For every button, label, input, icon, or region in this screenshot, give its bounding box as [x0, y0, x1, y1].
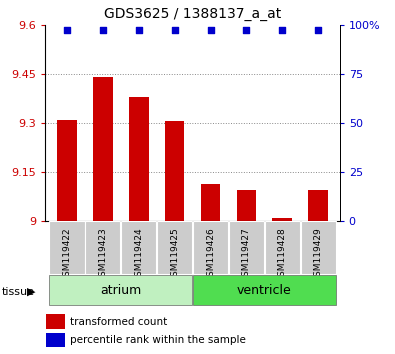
- Bar: [308, 190, 328, 221]
- Bar: [273, 218, 292, 221]
- Text: tissue: tissue: [2, 287, 35, 297]
- Bar: [229, 221, 264, 274]
- Text: GSM119425: GSM119425: [170, 228, 179, 282]
- Point: [207, 27, 214, 33]
- Bar: [201, 184, 220, 221]
- Text: ▶: ▶: [27, 287, 36, 297]
- Point: [100, 27, 106, 33]
- Bar: [193, 275, 336, 305]
- Bar: [93, 77, 113, 221]
- Text: GSM119423: GSM119423: [98, 228, 107, 282]
- Text: GSM119424: GSM119424: [134, 228, 143, 282]
- Text: GSM119422: GSM119422: [62, 228, 71, 282]
- Point: [243, 27, 250, 33]
- Point: [279, 27, 286, 33]
- Bar: [157, 221, 192, 274]
- Text: transformed count: transformed count: [70, 316, 167, 327]
- Text: GSM119426: GSM119426: [206, 228, 215, 282]
- Text: GSM119427: GSM119427: [242, 228, 251, 282]
- Bar: [46, 332, 65, 347]
- Text: atrium: atrium: [100, 284, 141, 297]
- Bar: [49, 275, 192, 305]
- Bar: [237, 190, 256, 221]
- Bar: [121, 221, 156, 274]
- Text: ventricle: ventricle: [237, 284, 292, 297]
- Bar: [57, 120, 77, 221]
- Title: GDS3625 / 1388137_a_at: GDS3625 / 1388137_a_at: [104, 7, 281, 21]
- Point: [64, 27, 70, 33]
- Bar: [46, 314, 65, 329]
- Bar: [49, 221, 85, 274]
- Text: GSM119429: GSM119429: [314, 228, 323, 282]
- Point: [171, 27, 178, 33]
- Bar: [193, 221, 228, 274]
- Point: [315, 27, 321, 33]
- Text: GSM119428: GSM119428: [278, 228, 287, 282]
- Bar: [85, 221, 120, 274]
- Bar: [165, 121, 184, 221]
- Bar: [265, 221, 300, 274]
- Bar: [301, 221, 336, 274]
- Point: [135, 27, 142, 33]
- Text: percentile rank within the sample: percentile rank within the sample: [70, 335, 246, 345]
- Bar: [129, 97, 149, 221]
